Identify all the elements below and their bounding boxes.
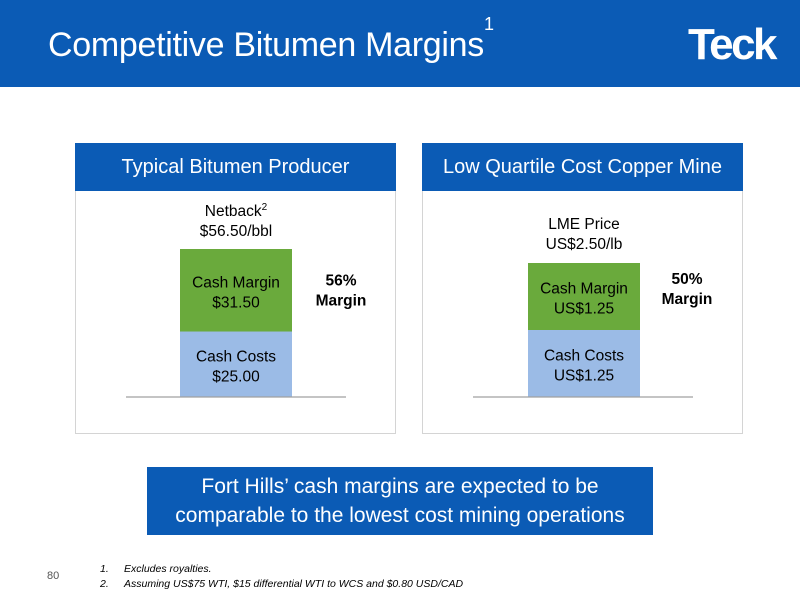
total-value-label: US$2.50/lb xyxy=(546,236,623,253)
callout-line-2: comparable to the lowest cost mining ope… xyxy=(175,504,625,527)
total-value-label: $56.50/bbl xyxy=(200,223,272,240)
callout-line-1: Fort Hills’ cash margins are expected to… xyxy=(201,475,599,498)
cash-margin-label: Cash Margin xyxy=(192,274,280,291)
copper-stacked-bar-chart: Cash Costs US$1.25 Cash Margin US$1.25 LME P… xyxy=(473,216,713,398)
cash-costs-bar-segment xyxy=(528,330,640,397)
total-label: Netback2 xyxy=(205,202,268,220)
footnote-text: Assuming US$75 WTI, $15 differential WTI… xyxy=(124,578,464,590)
footnote-number: 1. xyxy=(100,563,109,575)
footnote-text: Excludes royalties. xyxy=(124,563,212,575)
panel-bitumen-producer: Typical Bitumen Producer Cash Costs $25.0… xyxy=(75,143,396,434)
callout-box: Fort Hills’ cash margins are expected to… xyxy=(147,467,653,535)
cash-margin-label: Cash Margin xyxy=(540,281,628,298)
footnotes: 1. Excludes royalties. 2. Assuming US$75 W… xyxy=(100,562,463,592)
margin-percent-label: 56% xyxy=(325,273,356,290)
header-bar: Competitive Bitumen Margins1 Teck xyxy=(0,0,800,87)
page-title: Competitive Bitumen Margins1 xyxy=(48,14,494,65)
cash-costs-bar-segment xyxy=(180,331,292,397)
footnote-number: 2. xyxy=(100,578,109,590)
page-title-text: Competitive Bitumen Margins xyxy=(48,26,484,64)
cash-costs-label: Cash Costs xyxy=(544,348,624,365)
cash-margin-bar-segment xyxy=(180,249,292,332)
cash-margin-bar-segment xyxy=(528,263,640,330)
footnote-item: 2. Assuming US$75 WTI, $15 differential W… xyxy=(100,577,463,592)
cash-margin-value-label: $31.50 xyxy=(212,294,260,311)
margin-word-label: Margin xyxy=(662,291,713,308)
cash-costs-value-label: $25.00 xyxy=(212,368,260,385)
title-footnote-marker: 1 xyxy=(483,13,494,34)
cash-margin-value-label: US$1.25 xyxy=(554,301,614,318)
cash-costs-label: Cash Costs xyxy=(196,348,276,365)
margin-percent-label: 50% xyxy=(671,271,702,288)
teck-logo: Teck xyxy=(688,20,778,69)
total-label-footnote-marker: 2 xyxy=(262,202,268,213)
cash-costs-value-label: US$1.25 xyxy=(554,368,614,385)
panel-title: Low Quartile Cost Copper Mine xyxy=(422,143,743,191)
bitumen-stacked-bar-chart: Cash Costs $25.00 Cash Margin $31.50 Netback… xyxy=(126,202,367,398)
total-label: LME Price xyxy=(548,216,620,233)
panel-copper-mine: Low Quartile Cost Copper Mine Cash Costs… xyxy=(422,143,743,434)
page-number: 80 xyxy=(47,570,60,582)
margin-word-label: Margin xyxy=(316,293,367,310)
panel-title: Typical Bitumen Producer xyxy=(75,143,396,191)
footnote-item: 1. Excludes royalties. xyxy=(100,562,463,577)
